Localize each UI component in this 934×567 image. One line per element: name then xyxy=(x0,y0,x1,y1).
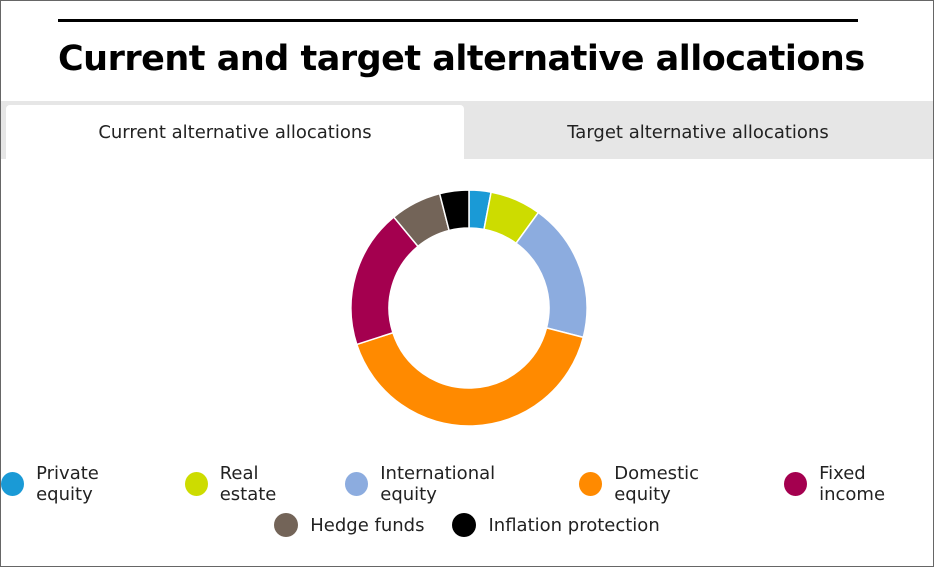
legend-item[interactable]: Inflation protection xyxy=(452,513,660,537)
legend-label: International equity xyxy=(380,463,496,505)
legend-item[interactable]: International equity xyxy=(345,463,551,505)
donut-segment[interactable] xyxy=(355,326,585,427)
legend-item[interactable]: Real estate xyxy=(184,463,318,505)
tab[interactable]: Target alternative allocations xyxy=(567,121,829,143)
legend-swatch xyxy=(783,472,808,496)
legend: Hedge funds Inflation protection xyxy=(1,513,933,537)
legend-label: Private equity xyxy=(36,463,99,505)
tab-bar: Current alternative allocations Target al… xyxy=(1,101,933,159)
legend-item[interactable]: Hedge funds xyxy=(274,513,424,537)
legend: Private equity Real estate International e… xyxy=(1,463,933,505)
tab[interactable]: Current alternative allocations xyxy=(6,105,464,159)
legend-label: Fixed income xyxy=(819,463,886,505)
legend-label: Inflation protection xyxy=(488,514,660,536)
legend-item[interactable]: Domestic equity xyxy=(579,463,756,505)
legend-item[interactable]: Private equity xyxy=(1,463,157,505)
donut-segment[interactable] xyxy=(514,211,588,339)
legend-label: Real estate xyxy=(219,463,277,505)
title: Current and target alternative allocatio… xyxy=(58,39,865,79)
donut-segment[interactable] xyxy=(350,216,420,346)
legend-swatch xyxy=(274,513,299,537)
donut-segment[interactable] xyxy=(438,189,470,232)
legend-label: Hedge funds xyxy=(310,514,425,536)
legend-item[interactable]: Fixed income xyxy=(783,463,933,505)
legend-swatch xyxy=(452,513,477,537)
donut-chart xyxy=(350,189,588,427)
legend-swatch xyxy=(579,472,603,496)
legend-swatch xyxy=(345,472,369,496)
legend-swatch xyxy=(184,472,208,496)
legend-label: Domestic equity xyxy=(614,463,700,505)
top-rule xyxy=(58,19,858,22)
legend-swatch xyxy=(1,472,25,496)
